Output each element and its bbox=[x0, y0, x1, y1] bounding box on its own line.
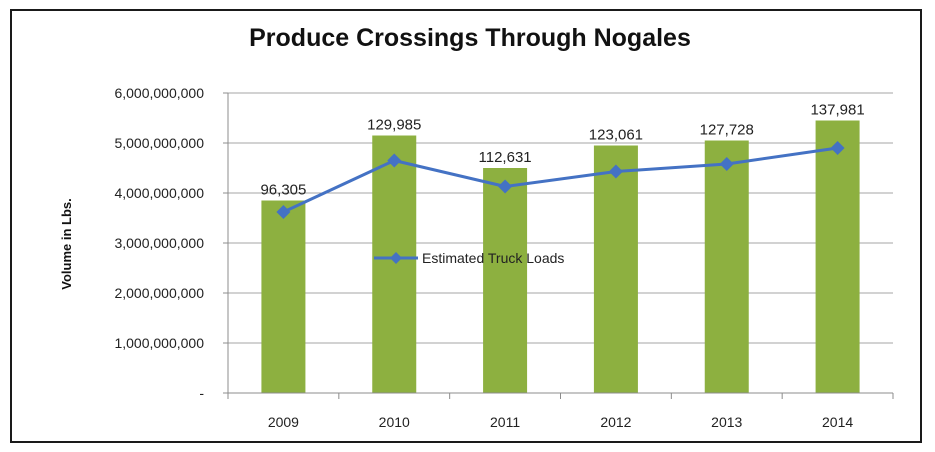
line-marker bbox=[276, 205, 291, 219]
legend-label: Estimated Truck Loads bbox=[422, 250, 564, 266]
line-marker bbox=[830, 141, 845, 155]
bar bbox=[372, 135, 417, 393]
y-tick-label: 1,000,000,000 bbox=[114, 335, 204, 351]
y-tick-label: 4,000,000,000 bbox=[114, 185, 204, 201]
line-marker bbox=[719, 157, 734, 171]
legend: Estimated Truck Loads bbox=[374, 250, 564, 266]
gridlines bbox=[228, 92, 893, 344]
bar bbox=[815, 120, 860, 393]
bar-series bbox=[261, 120, 860, 393]
data-label: 96,305 bbox=[260, 182, 306, 199]
y-tick-label: 3,000,000,000 bbox=[114, 235, 204, 251]
chart-title: Produce Crossings Through Nogales bbox=[249, 24, 691, 52]
data-labels: 96,305 129,985 112,631 123,061 127,728 137,98… bbox=[260, 102, 864, 199]
y-tick-label: 6,000,000,000 bbox=[114, 85, 204, 101]
bar bbox=[261, 200, 306, 393]
bar bbox=[593, 145, 638, 393]
truck-loads-line bbox=[282, 146, 838, 214]
chart-frame bbox=[10, 9, 922, 443]
x-tick-label: 2013 bbox=[711, 414, 742, 430]
y-tick-label: 2,000,000,000 bbox=[114, 285, 204, 301]
x-tick-label: 2014 bbox=[822, 414, 853, 430]
data-label: 137,981 bbox=[810, 102, 864, 119]
x-tick-label: 2011 bbox=[490, 414, 520, 430]
line-series bbox=[276, 141, 845, 219]
x-tick-label: 2009 bbox=[268, 414, 299, 430]
y-tick-label: - bbox=[199, 385, 204, 401]
data-label: 123,061 bbox=[589, 127, 643, 144]
y-tick-label: 5,000,000,000 bbox=[114, 135, 204, 151]
legend-marker-swatch bbox=[390, 252, 402, 264]
x-tick-label: 2012 bbox=[600, 414, 631, 430]
bar bbox=[483, 168, 528, 393]
line-marker bbox=[498, 179, 513, 194]
x-tick-label: 2010 bbox=[379, 414, 410, 430]
y-axis-title: Volume in Lbs. bbox=[59, 198, 74, 290]
data-label: 127,728 bbox=[700, 122, 754, 139]
data-label: 112,631 bbox=[479, 149, 532, 166]
bar bbox=[704, 140, 749, 393]
axes: - 1,000,000,000 2,000,000,000 3,000,000,000… bbox=[114, 85, 894, 430]
line-marker bbox=[608, 164, 623, 179]
line-marker bbox=[387, 153, 402, 168]
data-label: 129,985 bbox=[367, 117, 421, 134]
